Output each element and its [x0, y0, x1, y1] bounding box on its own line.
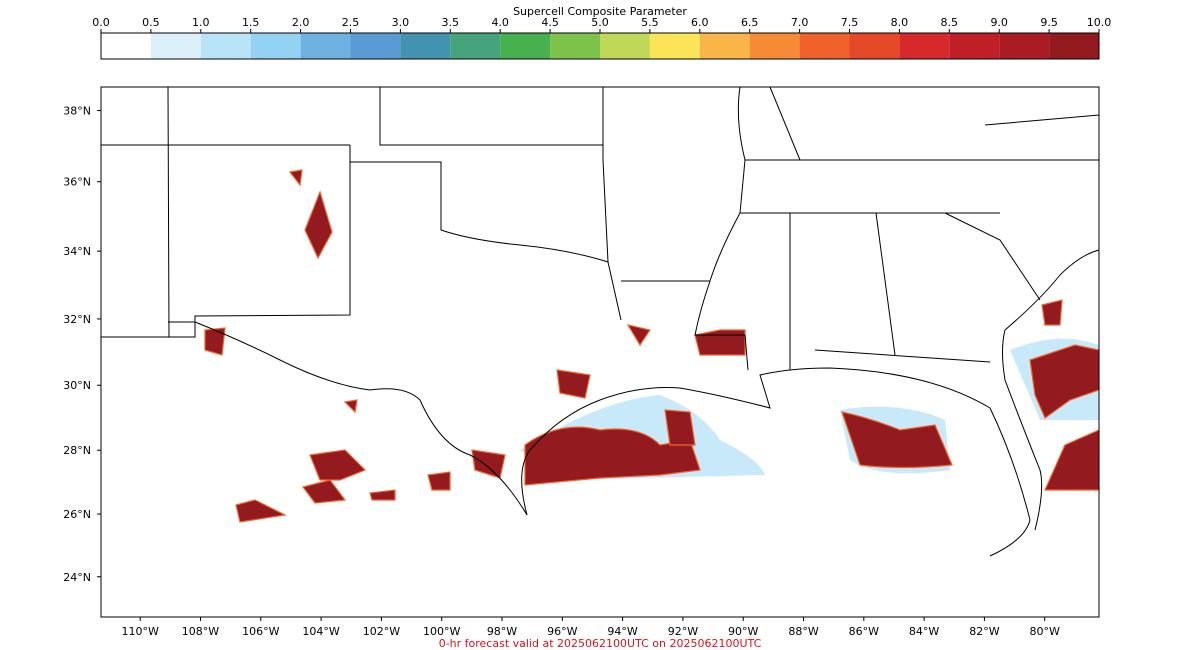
color-bin [550, 33, 600, 59]
color-bin [600, 33, 650, 59]
color-bin [799, 33, 850, 59]
colorbar-title: Supercell Composite Parameter [513, 5, 687, 18]
color-bin [999, 33, 1050, 59]
colorbar-frame [100, 32, 1100, 60]
colorbar-tick-label: 7.0 [791, 16, 809, 29]
x-tick-label: 82°W [969, 625, 999, 638]
colorbar-tick-label: 9.5 [1040, 16, 1058, 29]
x-tick-label: 96°W [547, 625, 577, 638]
x-tick-label: 94°W [607, 625, 637, 638]
color-bin [200, 33, 251, 59]
colorbar-tick-label: 4.5 [541, 16, 559, 29]
color-bin [649, 33, 700, 59]
colorbar-tick-label: 5.5 [641, 16, 659, 29]
x-tick-label: 84°W [909, 625, 939, 638]
colorbar-tick-label: 6.5 [741, 16, 759, 29]
x-tick-label: 80°W [1030, 625, 1060, 638]
x-tick-label: 104°W [302, 625, 339, 638]
x-tick-label: 86°W [849, 625, 879, 638]
color-bin [749, 33, 800, 59]
colorbar-tick-label: 7.5 [841, 16, 859, 29]
color-bin [300, 33, 351, 59]
footer: 0-hr forecast valid at 2025062100UTC on … [439, 637, 762, 650]
y-tick-label: 34°N [63, 245, 91, 258]
x-tick-label: 88°W [788, 625, 818, 638]
colorbar-tick-label: 3.5 [442, 16, 460, 29]
colorbar: 0.0 0.5 1.0 1.5 2.0 2.5 3.0 3.5 4.0 4.5 5.0 5.5 6.0 6… [92, 16, 1111, 59]
color-bin [699, 33, 750, 59]
colorbar-tick-label: 1.0 [192, 16, 210, 29]
colorbar-tick-label: 2.0 [292, 16, 310, 29]
axes: 110°W 108°W 106°W 104°W 102°W 100°W 98°W 96°W 94… [63, 105, 1060, 638]
colorbar-tick-label: 10.0 [1087, 16, 1112, 29]
color-bin [101, 33, 151, 59]
color-bin [849, 33, 900, 59]
colorbar-tick-label: 5.0 [591, 16, 609, 29]
colorbar-tick-label: 6.0 [691, 16, 709, 29]
x-tick-label: 92°W [668, 625, 698, 638]
colorbar-tick-label: 8.5 [941, 16, 959, 29]
colorbar-tick-label: 1.5 [242, 16, 260, 29]
y-tick-label: 36°N [63, 176, 91, 189]
colorbar-tick-label: 8.0 [891, 16, 909, 29]
color-bin [400, 33, 451, 59]
x-tick-label: 98°W [487, 625, 517, 638]
y-tick-label: 38°N [63, 105, 91, 118]
colorbar-tick-label: 0.0 [92, 16, 110, 29]
y-tick-label: 28°N [63, 444, 91, 457]
color-bin [250, 33, 301, 59]
color-bin [899, 33, 950, 59]
map [101, 86, 1100, 557]
color-bin [949, 33, 1000, 59]
color-bin [500, 33, 551, 59]
color-bin [350, 33, 401, 59]
x-tick-label: 100°W [423, 625, 460, 638]
boundaries [101, 86, 1100, 557]
y-tick-label: 32°N [63, 313, 91, 326]
colorbar-tick-label: 2.5 [342, 16, 360, 29]
y-tick-label: 30°N [63, 379, 91, 392]
colorbar-tick-label: 3.0 [392, 16, 410, 29]
x-tick-label: 106°W [242, 625, 279, 638]
x-tick-label: 90°W [728, 625, 758, 638]
x-tick-label: 108°W [182, 625, 219, 638]
y-tick-label: 26°N [63, 508, 91, 521]
x-tick-label: 102°W [363, 625, 400, 638]
x-tick-label: 110°W [122, 625, 159, 638]
map-frame [100, 86, 1100, 618]
storm-areas [204, 169, 1100, 523]
colorbar-tick-label: 0.5 [142, 16, 160, 29]
y-tick-label: 24°N [63, 571, 91, 584]
colorbar-tick-label: 9.0 [990, 16, 1008, 29]
colorbar-tick-label: 4.0 [491, 16, 509, 29]
color-bin [450, 33, 501, 59]
color-bin [150, 33, 201, 59]
color-bin [1049, 33, 1099, 59]
